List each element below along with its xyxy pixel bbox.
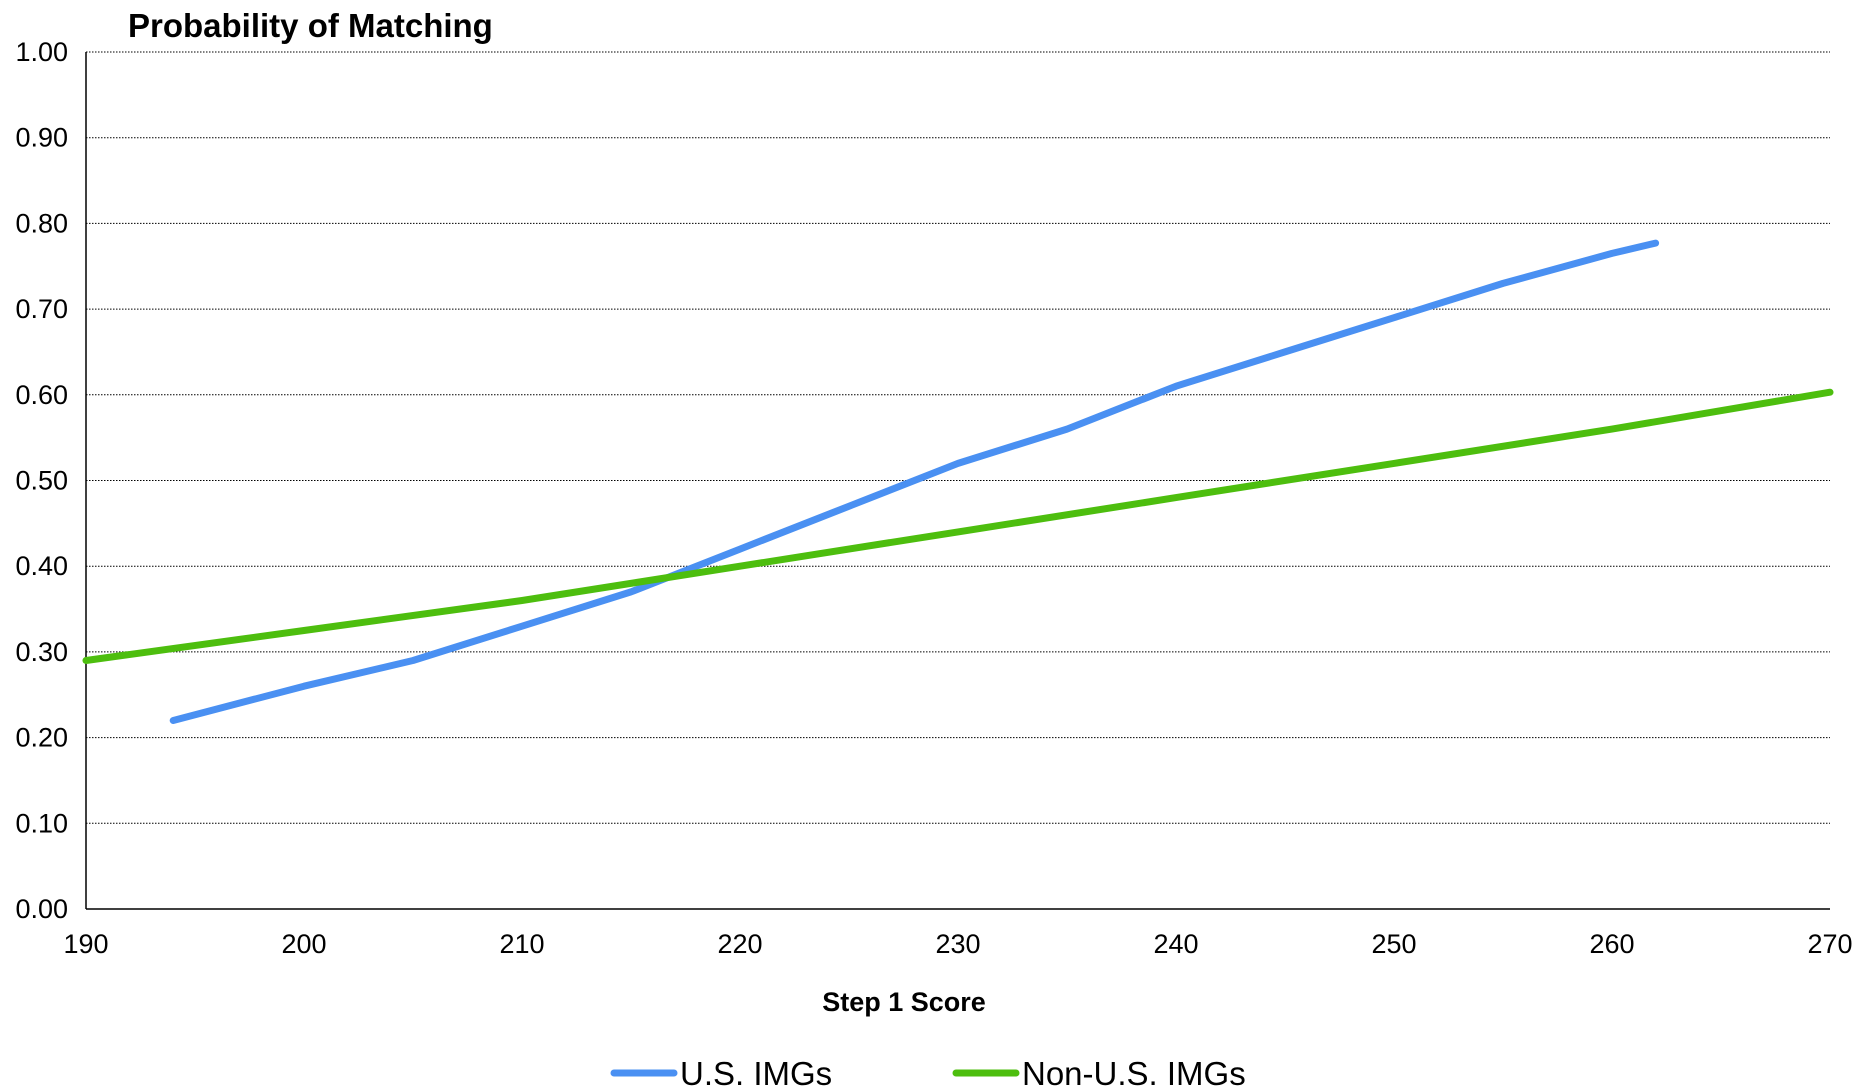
- y-tick-label: 0.80: [15, 208, 68, 238]
- x-tick-labels: 190 200 210 220 230 240 250 260 270: [63, 929, 1852, 959]
- y-tick-label: 0.50: [15, 466, 68, 496]
- y-tick-label: 0.40: [15, 551, 68, 581]
- x-tick-label: 260: [1589, 929, 1634, 959]
- x-tick-label: 210: [499, 929, 544, 959]
- y-tick-label: 0.20: [15, 723, 68, 753]
- legend-label-0: U.S. IMGs: [680, 1055, 832, 1089]
- y-tick-label: 0.30: [15, 637, 68, 667]
- y-tick-label: 0.90: [15, 123, 68, 153]
- legend-label-1: Non-U.S. IMGs: [1022, 1055, 1246, 1089]
- y-tick-labels: 0.00 0.10 0.20 0.30 0.40 0.50 0.60 0.70 0.80 0.90…: [15, 37, 68, 924]
- y-tick-label: 0.70: [15, 294, 68, 324]
- x-tick-label: 270: [1807, 929, 1852, 959]
- x-tick-label: 200: [281, 929, 326, 959]
- series-lines: [82, 239, 1834, 724]
- x-tick-label: 190: [63, 929, 108, 959]
- legend: U.S. IMGs Non-U.S. IMGs: [610, 1055, 1246, 1089]
- x-tick-label: 230: [935, 929, 980, 959]
- series-line-1: [82, 388, 1834, 664]
- axes: [85, 52, 1830, 910]
- x-tick-label: 240: [1153, 929, 1198, 959]
- y-tick-label: 0.00: [15, 894, 68, 924]
- x-axis-title: Step 1 Score: [822, 987, 986, 1017]
- y-tick-label: 0.10: [15, 808, 68, 838]
- chart-title: Probability of Matching: [128, 7, 493, 44]
- x-tick-label: 220: [717, 929, 762, 959]
- x-tick-label: 250: [1371, 929, 1416, 959]
- grid-lines: [86, 51, 1830, 824]
- y-tick-label: 0.60: [15, 380, 68, 410]
- series-line-0: [169, 239, 1660, 724]
- y-tick-label: 1.00: [15, 37, 68, 67]
